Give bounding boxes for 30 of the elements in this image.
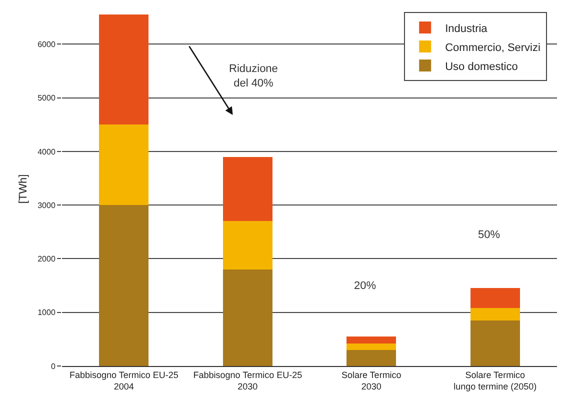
y-axis-title: [TWh]	[17, 174, 30, 204]
bar	[346, 343, 396, 350]
bar	[99, 14, 149, 125]
legend-label: Uso domestico	[445, 60, 518, 73]
y-tick-label: 2000	[38, 254, 56, 264]
x-tick-label: Solare Termico lungo termine (2050)	[454, 370, 537, 392]
bar	[346, 350, 396, 366]
annotation: 50%	[478, 229, 500, 241]
x-tick-label: Solare Termico 2030	[341, 370, 402, 392]
legend-label: Commercio, Servizi	[445, 42, 540, 54]
bar	[222, 221, 272, 270]
x-tick-label: Fabbisogno Termico EU-25 2030	[193, 370, 302, 392]
bar	[222, 156, 272, 222]
bar	[470, 320, 520, 366]
legend-label: Industria	[445, 22, 488, 35]
y-tick-label: 5000	[38, 94, 56, 103]
y-tick-label: 0	[50, 362, 56, 371]
y-tick-label: 4000	[38, 147, 56, 156]
bar	[470, 308, 520, 320]
bar	[470, 288, 520, 308]
annotation: 20%	[354, 280, 376, 292]
y-tick-label: 3000	[38, 200, 56, 210]
bar	[99, 124, 149, 206]
bar	[222, 269, 272, 366]
annotation: Riduzione del 40%	[229, 63, 278, 90]
y-tick-label: 1000	[38, 308, 56, 318]
bar	[99, 205, 149, 366]
bar	[346, 336, 396, 344]
y-tick-label: 6000	[38, 40, 56, 49]
x-tick-label: Fabbisogno Termico EU-25 2004	[69, 370, 178, 392]
